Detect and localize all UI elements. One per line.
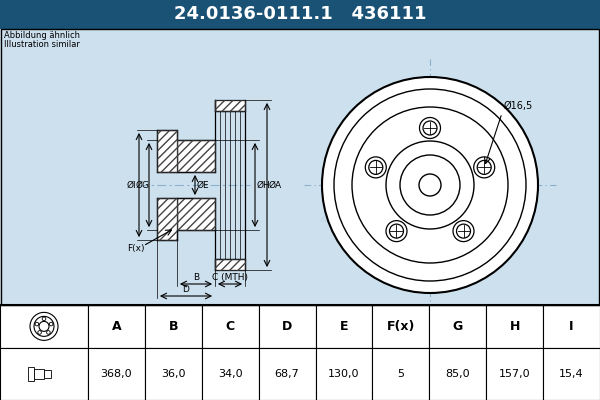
Circle shape [453,221,474,242]
Text: ØG: ØG [136,180,150,190]
Bar [0,348,88,400]
Circle shape [369,160,383,174]
Text: C: C [226,320,235,333]
Text: 15,4: 15,4 [559,369,584,379]
Text: 85,0: 85,0 [445,369,470,379]
Bar [215,100,245,111]
Text: 368,0: 368,0 [101,369,132,379]
Bar [543,348,600,400]
Bar [1,29,599,305]
Text: Ate: Ate [320,183,421,247]
Circle shape [365,157,386,178]
Bar [0,305,88,348]
Bar [543,305,600,348]
Bar [177,140,215,172]
Bar [316,348,373,400]
Text: ØE: ØE [197,180,209,190]
Circle shape [423,121,437,135]
Bar [373,305,430,348]
Circle shape [389,224,403,238]
Bar [430,348,486,400]
Bar [34,369,44,379]
Circle shape [30,312,58,340]
Text: C (MTH): C (MTH) [212,273,248,282]
Bar [202,305,259,348]
Bar [0,305,600,400]
Text: 34,0: 34,0 [218,369,242,379]
Bar [259,348,316,400]
Text: B: B [193,273,199,282]
Bar [28,367,34,381]
Bar [177,198,215,230]
Bar [215,259,245,270]
Bar [202,348,259,400]
Text: 130,0: 130,0 [328,369,360,379]
Bar [486,305,543,348]
Circle shape [39,321,49,331]
Bar [88,305,145,348]
Text: Ø16,5: Ø16,5 [504,101,533,111]
Circle shape [477,160,491,174]
Bar [0,0,600,28]
Text: I: I [569,320,574,333]
Bar [430,305,486,348]
Bar [157,130,177,172]
Bar [157,198,177,240]
Bar [373,348,430,400]
Circle shape [35,322,38,326]
Circle shape [474,157,495,178]
Text: ®: ® [379,226,391,238]
Circle shape [386,221,407,242]
Bar [177,140,215,172]
Text: G: G [452,320,463,333]
Bar [157,130,177,172]
Bar [145,305,202,348]
Text: 5: 5 [397,369,404,379]
Bar [259,305,316,348]
Circle shape [334,89,526,281]
Circle shape [400,155,460,215]
Text: ØA: ØA [269,180,282,190]
Circle shape [419,174,441,196]
Text: ØH: ØH [257,180,271,190]
Bar [215,259,245,270]
Circle shape [42,317,46,321]
Circle shape [47,331,50,334]
Text: ØI: ØI [127,180,137,190]
Text: H: H [509,320,520,333]
Text: 36,0: 36,0 [161,369,185,379]
Bar [88,348,145,400]
Bar [145,348,202,400]
Circle shape [34,316,54,336]
Bar [157,198,177,240]
Bar [316,305,373,348]
Text: 68,7: 68,7 [275,369,299,379]
Circle shape [457,224,470,238]
Text: D: D [182,285,190,294]
Text: B: B [169,320,178,333]
Circle shape [38,331,41,334]
Bar [486,348,543,400]
Circle shape [352,107,508,263]
Bar [215,100,245,111]
Bar [44,370,51,378]
Text: 24.0136-0111.1   436111: 24.0136-0111.1 436111 [174,5,426,23]
Text: A: A [112,320,121,333]
Text: E: E [340,320,348,333]
Bar [177,198,215,230]
Circle shape [49,322,53,326]
Text: Abbildung ähnlich: Abbildung ähnlich [4,31,80,40]
Circle shape [386,141,474,229]
Text: F(x): F(x) [127,244,145,252]
Text: F(x): F(x) [387,320,415,333]
Text: Illustration similar: Illustration similar [4,40,80,49]
Circle shape [419,118,440,138]
Text: 157,0: 157,0 [499,369,530,379]
Circle shape [322,77,538,293]
Text: D: D [282,320,292,333]
